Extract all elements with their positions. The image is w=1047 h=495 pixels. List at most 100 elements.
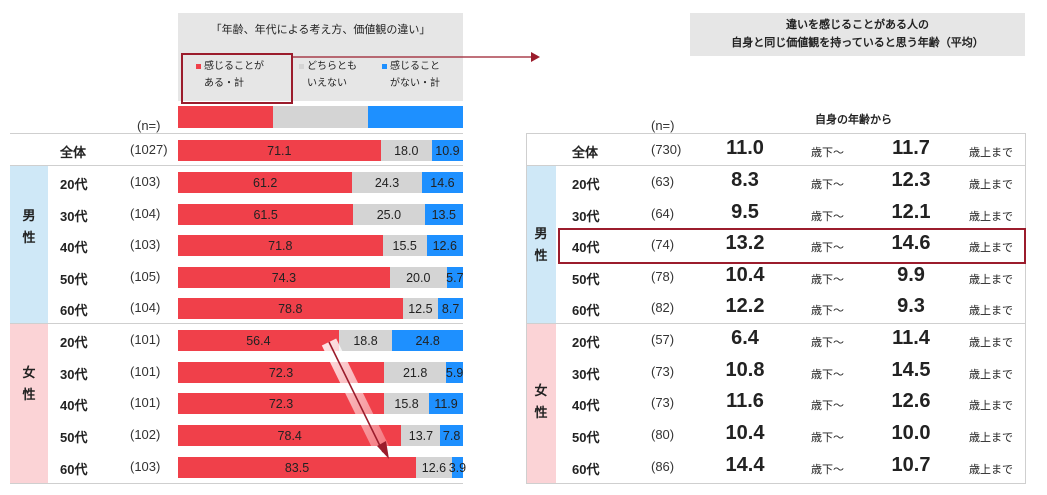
- legend-item-disagree: 感じること がない・計: [382, 58, 440, 92]
- bar-segment-neutral: 25.0: [353, 204, 425, 225]
- right-female-band: [526, 324, 556, 483]
- right-value-from: 10.4: [725, 264, 765, 286]
- stacked-bar: 61.2 24.3 14.6: [178, 172, 464, 193]
- bar-segment-disagree: 8.7: [438, 298, 463, 319]
- highlight-box-40s: [558, 228, 1026, 264]
- right-row-n: (57): [651, 332, 675, 347]
- bar-segment-disagree: 12.6: [426, 235, 463, 256]
- bar-value-label: 12.5: [408, 301, 433, 316]
- right-row-label: 50代: [572, 430, 600, 445]
- bar-segment-neutral: 15.5: [382, 235, 427, 256]
- right-row-n: (64): [651, 206, 675, 221]
- right-unit-from: 歳下～: [811, 242, 844, 254]
- right-row-line: [526, 483, 1026, 484]
- bar-value-label: 24.3: [374, 175, 400, 190]
- right-value-from: 12.2: [725, 295, 765, 317]
- left-row-n: (101): [130, 364, 161, 379]
- bar-segment-agree: 78.8: [178, 298, 403, 319]
- right-row-label: 20代: [572, 335, 600, 350]
- stacked-bar: 83.5 12.6 3.9: [178, 457, 467, 478]
- bar-value-label: 72.3: [268, 365, 294, 380]
- left-row-label: 30代: [60, 209, 88, 224]
- right-value-from: 6.4: [731, 327, 759, 349]
- left-row-label: 全体: [60, 145, 87, 160]
- right-row-n: (73): [651, 395, 675, 410]
- bar-segment-agree: 72.3: [178, 393, 385, 414]
- right-row-label: 30代: [572, 367, 600, 382]
- right-value-from: 10.4: [725, 422, 765, 444]
- right-row-n: (74): [651, 237, 675, 252]
- right-title: 違いを感じることがある人の 自身と同じ価値観を持っていると思う年齢（平均）: [690, 13, 1025, 56]
- left-female-band: [10, 324, 48, 483]
- left-row-label: 40代: [60, 240, 88, 255]
- bar-segment-agree: 83.5: [178, 457, 416, 478]
- left-row-n: (101): [130, 395, 161, 410]
- bar-value-label: 8.7: [441, 301, 460, 316]
- bar-segment-disagree: 5.7: [446, 267, 464, 288]
- bar-segment-neutral: 20.0: [389, 267, 447, 288]
- bar-segment-agree: 71.1: [178, 140, 381, 161]
- legend-bar-agree: [178, 106, 273, 128]
- bar-value-label: 21.8: [402, 365, 428, 380]
- right-row-label: 60代: [572, 462, 600, 477]
- right-male-band: [526, 166, 556, 324]
- legend-bar-neutral: [273, 106, 368, 128]
- right-row-n: (82): [651, 300, 675, 315]
- left-row-label: 20代: [60, 177, 88, 192]
- bar-segment-disagree: 24.8: [392, 330, 463, 351]
- stacked-bar: 78.4 13.7 7.8: [178, 425, 463, 446]
- right-unit-to: 歳上まで: [969, 211, 1013, 223]
- left-row-line: [10, 483, 463, 484]
- right-unit-to: 歳上まで: [969, 337, 1013, 349]
- bar-segment-agree: 61.5: [178, 204, 354, 225]
- bar-value-label: 10.9: [435, 143, 460, 158]
- right-value-to: 9.3: [897, 295, 925, 317]
- right-col-header: 自身の年齢から: [815, 114, 892, 126]
- left-row-n: (105): [130, 269, 161, 284]
- left-label-female: 女 性: [22, 365, 36, 402]
- stacked-bar: 61.5 25.0 13.5: [178, 204, 463, 225]
- bar-segment-disagree: 10.9: [431, 140, 463, 161]
- bar-segment-neutral: 12.5: [402, 298, 439, 319]
- right-value-to: 11.7: [892, 137, 930, 159]
- bar-value-label: 78.4: [277, 428, 302, 443]
- bar-value-label: 25.0: [376, 207, 402, 222]
- bar-segment-agree: 78.4: [178, 425, 402, 446]
- right-row-label: 20代: [572, 177, 600, 192]
- left-row-label: 60代: [60, 462, 88, 477]
- bar-segment-agree: 56.4: [178, 330, 339, 351]
- bar-value-label: 20.0: [406, 270, 431, 285]
- right-unit-to: 歳上まで: [969, 179, 1013, 191]
- bar-segment-disagree: 11.9: [429, 393, 463, 414]
- right-row-n: (86): [651, 459, 675, 474]
- left-row-n: (102): [130, 427, 161, 442]
- left-row-label: 20代: [60, 335, 88, 350]
- right-unit-to: 歳上まで: [969, 400, 1013, 412]
- bar-value-label: 3.9: [448, 460, 467, 475]
- stacked-bar: 74.3 20.0 5.7: [178, 267, 464, 288]
- bar-segment-neutral: 12.6: [415, 457, 452, 478]
- bar-segment-neutral: 13.7: [401, 425, 441, 446]
- bar-value-label: 83.5: [284, 460, 310, 475]
- bar-value-label: 18.8: [353, 333, 378, 348]
- bar-value-label: 74.3: [271, 270, 297, 285]
- left-row-label: 60代: [60, 303, 88, 318]
- stacked-bar: 78.8 12.5 8.7: [178, 298, 463, 319]
- bar-value-label: 14.6: [430, 175, 455, 190]
- left-row-label: 50代: [60, 272, 88, 287]
- right-unit-to: 歳上まで: [969, 147, 1013, 159]
- right-unit-from: 歳下～: [811, 432, 844, 444]
- right-unit-from: 歳下～: [811, 464, 844, 476]
- stacked-bar: 72.3 15.8 11.9: [178, 393, 463, 414]
- bar-value-label: 5.9: [445, 365, 464, 380]
- right-value-to: 10.7: [891, 454, 931, 476]
- bar-segment-agree: 61.2: [178, 172, 353, 193]
- left-row-n: (101): [130, 332, 161, 347]
- right-value-from: 10.8: [725, 359, 765, 381]
- right-value-to: 14.6: [891, 232, 931, 254]
- left-row-line: [10, 133, 463, 134]
- left-row-n: (103): [130, 174, 161, 189]
- right-unit-from: 歳下～: [811, 147, 844, 159]
- bar-value-label: 11.9: [434, 396, 458, 411]
- left-label-male: 男 性: [22, 208, 36, 245]
